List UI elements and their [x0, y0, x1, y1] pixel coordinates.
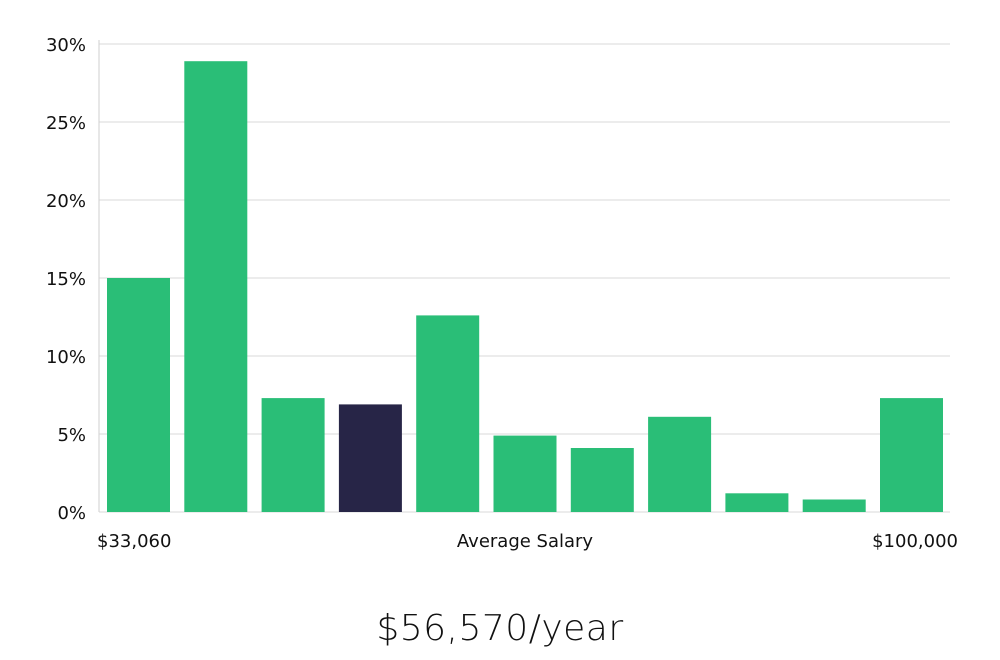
bar	[725, 493, 789, 512]
y-tick-label: 30%	[46, 35, 86, 56]
y-tick-label: 25%	[46, 113, 86, 134]
y-tick-label: 0%	[57, 503, 86, 524]
y-axis-ticks: 0% 5% 10% 15% 20% 25% 30%	[46, 35, 86, 524]
bar	[261, 398, 325, 512]
y-tick-label: 10%	[46, 347, 86, 368]
y-tick-label: 5%	[57, 425, 86, 446]
bar	[493, 435, 557, 512]
x-max-label: $100,000	[872, 531, 958, 552]
bar-highlight	[338, 404, 402, 512]
x-axis-label: Average Salary	[457, 531, 594, 552]
bar	[416, 315, 480, 512]
salary-histogram: 0% 5% 10% 15% 20% 25% 30% $33,060 Average Sala…	[46, 35, 958, 552]
average-salary-caption: $56,570/year	[376, 608, 624, 649]
bar	[648, 416, 712, 512]
x-min-label: $33,060	[97, 531, 171, 552]
bar	[880, 398, 943, 512]
y-tick-label: 15%	[46, 269, 86, 290]
bar	[184, 61, 248, 512]
y-tick-label: 20%	[46, 191, 86, 212]
bar	[802, 499, 866, 512]
bars	[107, 61, 943, 512]
bar	[570, 448, 634, 512]
bar	[107, 278, 170, 512]
